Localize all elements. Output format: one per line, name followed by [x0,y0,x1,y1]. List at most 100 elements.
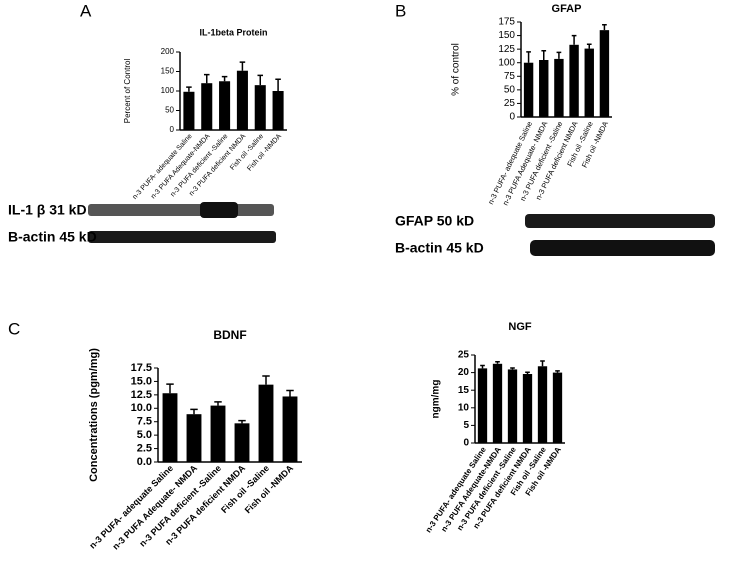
error-bar [214,401,222,406]
blot-band [88,231,276,243]
bar [599,30,610,118]
error-bar [480,364,485,369]
error-bar [190,408,198,415]
y-axis-label: Concentrations (pgm/mg) [88,348,100,482]
error-bar [555,370,560,373]
bar [552,372,563,443]
y-tick-label: 150 [161,67,175,76]
y-tick-label: 75 [504,71,516,82]
blot-band [200,202,238,218]
bar [210,405,226,462]
bar [201,83,213,130]
bar [477,368,488,443]
y-tick-label: 125 [498,44,515,55]
y-tick-label: 15.0 [131,375,152,387]
y-tick-label: 17.5 [131,362,152,374]
panel-label: A [80,1,92,20]
error-bar [275,78,281,91]
chart-title: GFAP [552,3,582,15]
y-tick-label: 100 [161,86,175,95]
blot-band [88,204,274,216]
bar [507,369,518,443]
bar [183,91,195,130]
error-bar [541,50,547,60]
error-bar [556,51,562,59]
bar [492,363,503,443]
panel-label: C [8,319,20,338]
y-axis-label: Percent of Control [123,59,132,124]
chart: BDNF Concentrations (pgm/mg) 0.0 2.55.07.5 1… [87,328,302,552]
y-tick-label: 0 [509,112,515,123]
error-bar [495,360,500,364]
y-tick-label: 5 [463,420,469,431]
y-tick-label: 15 [458,385,470,396]
error-bar [262,375,270,385]
blot-label: B-actin 45 kD [8,229,97,245]
bar [254,85,266,130]
blot-band [530,240,715,256]
bar [258,384,274,462]
y-tick-label: 0.0 [137,456,152,468]
blot-label: IL-1 β 31 kD [8,202,87,218]
bar [282,396,298,462]
y-tick-label: 10.0 [131,402,152,414]
error-bar [602,23,607,31]
bar [234,423,250,462]
chart-title: BDNF [213,328,246,342]
error-bar [525,371,530,375]
chart: IL-1beta Protein Percent of Control 0 50 100… [123,27,287,201]
bar [554,58,564,117]
chart-title: NGF [508,321,532,333]
y-tick-label: 7.5 [137,416,152,428]
y-axis-label: % of control [451,43,462,96]
y-tick-label: 25 [458,350,470,361]
y-tick-label: 5.0 [137,429,152,441]
error-bar [239,61,246,71]
y-tick-label: 150 [498,30,515,41]
y-tick-label: 175 [498,17,515,28]
bar [522,374,533,443]
error-bar [286,389,294,397]
bar [272,91,284,130]
blot-b: GFAP 50 kD B-actin 45 kD [395,213,715,256]
y-axis-label: ngm/mg [431,380,442,419]
y-tick-label: 0 [463,438,469,449]
y-tick-label: 20 [458,367,470,378]
chart-title: IL-1beta Protein [199,27,267,37]
bar [584,48,594,117]
bar [523,62,534,117]
y-tick-label: 2.5 [137,442,152,454]
bar [236,70,248,130]
error-bar [186,86,192,92]
y-tick-label: 12.5 [131,389,152,401]
bar [162,393,178,462]
blot-a: IL-1 β 31 kD B-actin 45 kD [8,202,276,245]
error-bar [526,51,531,63]
bar [186,414,202,462]
y-tick-label: 25 [504,98,516,109]
blot-band [525,214,715,228]
panel-label: B [395,1,406,20]
y-tick-label: 100 [498,57,515,68]
error-bar [540,360,545,367]
y-tick-label: 0 [170,125,175,134]
error-bar [238,419,246,424]
bar [219,81,231,130]
y-tick-label: 200 [161,47,175,56]
error-bar [510,367,515,370]
error-bar [571,34,577,45]
blot-label: GFAP 50 kD [395,213,474,229]
error-bar [203,73,210,84]
error-bar [166,383,174,394]
bar [569,44,579,117]
blot-label: B-actin 45 kD [395,240,484,256]
y-tick-label: 10 [458,402,470,413]
error-bar [221,75,228,82]
y-tick-label: 50 [504,84,516,95]
bar [537,366,548,443]
error-bar [257,74,264,86]
error-bar [586,43,592,49]
